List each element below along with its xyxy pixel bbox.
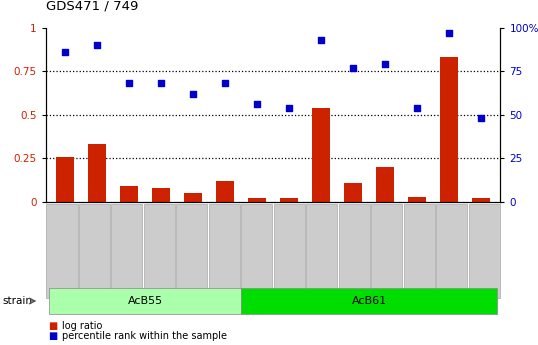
Bar [440, 57, 458, 202]
Point [445, 30, 454, 36]
Text: AcB61: AcB61 [351, 296, 387, 306]
Bar [376, 167, 394, 202]
Point [317, 37, 325, 42]
Point [349, 65, 357, 70]
Text: strain: strain [3, 296, 33, 306]
Bar [120, 186, 138, 202]
Bar [88, 144, 106, 202]
Point [477, 116, 485, 121]
Bar [312, 108, 330, 202]
Text: percentile rank within the sample: percentile rank within the sample [62, 332, 227, 341]
Bar [216, 181, 234, 202]
Point [189, 91, 197, 97]
Bar [472, 198, 490, 202]
Point [221, 81, 229, 86]
Bar [56, 157, 74, 202]
Point [125, 81, 133, 86]
Point [285, 105, 293, 110]
Point [413, 105, 421, 110]
Point [157, 81, 165, 86]
Point [61, 49, 69, 55]
Text: GDS471 / 749: GDS471 / 749 [46, 0, 138, 12]
Text: ■: ■ [48, 322, 58, 331]
Point [93, 42, 101, 48]
Bar [248, 198, 266, 202]
Bar [152, 188, 170, 202]
Bar [344, 183, 362, 202]
Bar [408, 197, 426, 202]
Bar [280, 198, 298, 202]
Point [253, 101, 261, 107]
Text: AcB55: AcB55 [128, 296, 162, 306]
Bar [184, 193, 202, 202]
Text: log ratio: log ratio [62, 322, 102, 331]
Text: ■: ■ [48, 332, 58, 341]
Point [381, 61, 390, 67]
